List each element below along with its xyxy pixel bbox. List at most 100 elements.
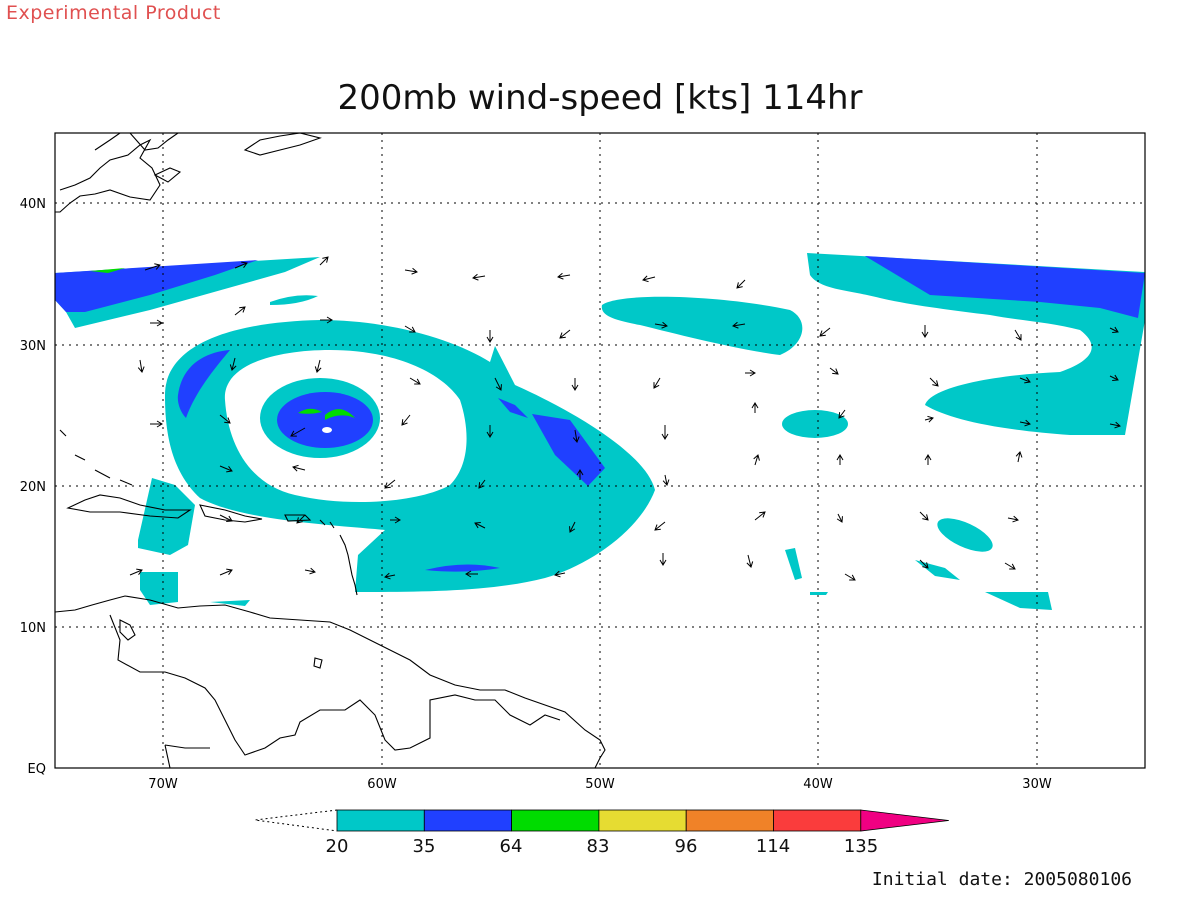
wind-arrow — [642, 275, 656, 283]
wind-arrow — [404, 267, 418, 275]
wind-arrow — [494, 377, 502, 391]
wind-arrow — [569, 521, 576, 533]
wind-arrow — [753, 454, 760, 466]
wind-arrow — [486, 330, 494, 343]
wind-arrow — [924, 454, 932, 465]
cyan-sliver-30n — [270, 295, 318, 305]
wind-arrow — [661, 425, 669, 440]
wind-arrow — [290, 427, 306, 437]
wind-arrow — [919, 511, 929, 521]
cyan-region-35w-sliver — [915, 560, 960, 580]
graticule — [55, 133, 1145, 768]
storm-eye — [322, 427, 332, 433]
cyan-region-central-east — [601, 296, 803, 355]
wind-arrow — [219, 465, 233, 473]
wind-arrow — [384, 479, 396, 489]
wind-arrow — [474, 522, 486, 529]
coast-venezuela-interior — [109, 614, 561, 756]
blue-region-nw-jet — [55, 260, 258, 312]
wind-arrow — [234, 261, 248, 269]
coast-nova-scotia — [153, 167, 182, 183]
wind-arrow — [572, 429, 580, 443]
wind-arrow — [1014, 329, 1022, 341]
lat-label-eq: EQ — [28, 762, 46, 777]
wind-arrow — [819, 327, 831, 337]
cyan-region-40w-sliver — [785, 548, 802, 580]
wind-arrow — [754, 511, 766, 521]
wind-arrow — [150, 319, 163, 327]
wind-arrow — [929, 377, 939, 387]
wind-arrow — [129, 568, 143, 576]
cyan-region-28w-band — [985, 592, 1052, 610]
cyan-region-small-south — [210, 600, 250, 606]
blue-region-south-band — [425, 564, 500, 572]
wind-arrow — [219, 568, 233, 576]
lat-label-10n: 10N — [20, 621, 46, 636]
wind-arrow — [751, 402, 759, 413]
legend-swatch-35-64 — [423, 809, 512, 832]
legend-tick-96: 96 — [675, 836, 698, 857]
coast-maritime — [94, 133, 179, 151]
wind-arrow — [465, 570, 478, 578]
wind-arrow — [662, 474, 670, 486]
wind-arrow — [732, 321, 746, 329]
wind-arrow — [384, 572, 396, 580]
green-sliver-nw-jet — [90, 268, 125, 273]
lon-label-40w: 40W — [803, 777, 833, 792]
lat-label-30n: 30N — [20, 339, 46, 354]
wind-arrow — [653, 377, 661, 389]
wind-arrow — [924, 415, 934, 423]
experimental-product-label: Experimental Product — [6, 2, 221, 24]
lon-label-60w: 60W — [367, 777, 397, 792]
coastlines — [55, 133, 606, 768]
color-legend — [254, 809, 949, 832]
cyan-region-40w-dot — [810, 592, 828, 595]
wind-arrow — [746, 554, 754, 568]
wind-arrow — [401, 414, 411, 426]
coast-puerto-rico — [284, 514, 312, 522]
coast-newfoundland — [243, 133, 322, 156]
legend-tick-135: 135 — [844, 836, 878, 857]
wind-arrow — [576, 469, 584, 480]
coast-antilles — [319, 519, 358, 596]
wind-arrow — [554, 570, 566, 578]
wind-vectors — [129, 256, 1121, 581]
wind-arrow — [1109, 326, 1119, 333]
coast-hispaniola — [199, 504, 263, 523]
wind-arrow — [314, 359, 322, 373]
legend-swatch-83-96 — [598, 809, 687, 832]
coast-trinidad — [313, 657, 323, 669]
longitude-axis: 70W 60W 50W 40W 30W — [148, 777, 1052, 792]
wind-arrow — [571, 378, 579, 391]
latitude-axis: 40N 30N 20N 10N EQ — [20, 197, 46, 777]
blue-region-ne-jet — [865, 256, 1145, 318]
wind-arrow — [745, 369, 756, 377]
cyan-region-storm-ring — [165, 320, 655, 592]
wind-arrow — [137, 359, 145, 373]
wind-arrow — [472, 273, 486, 281]
wind-arrow — [409, 377, 421, 385]
map-title: 200mb wind-speed [kts] 114hr — [337, 78, 863, 118]
wind-arrow — [919, 559, 929, 569]
wind-speed-shading — [55, 253, 1145, 610]
wind-arrow — [1004, 562, 1016, 570]
wind-arrow — [1007, 515, 1019, 523]
blue-region-west-arc — [177, 350, 230, 418]
wind-arrow — [229, 357, 237, 371]
legend-tick-20: 20 — [326, 836, 349, 857]
legend-swatch-64-83 — [511, 809, 600, 832]
wind-arrow — [320, 316, 333, 324]
wind-arrow — [654, 521, 666, 531]
coast-lake-maracaibo — [119, 619, 136, 641]
wind-arrow — [319, 256, 329, 266]
coast-south-america — [55, 595, 606, 768]
wind-arrow — [844, 573, 856, 581]
wind-arrow — [836, 513, 843, 523]
blue-region-east-streak-b — [532, 414, 605, 486]
wind-arrow — [404, 325, 416, 333]
wind-arrow — [654, 321, 668, 329]
wind-arrow — [486, 425, 494, 438]
cyan-region-35w-blob — [937, 518, 993, 552]
cyan-region-caribbean — [138, 478, 195, 555]
